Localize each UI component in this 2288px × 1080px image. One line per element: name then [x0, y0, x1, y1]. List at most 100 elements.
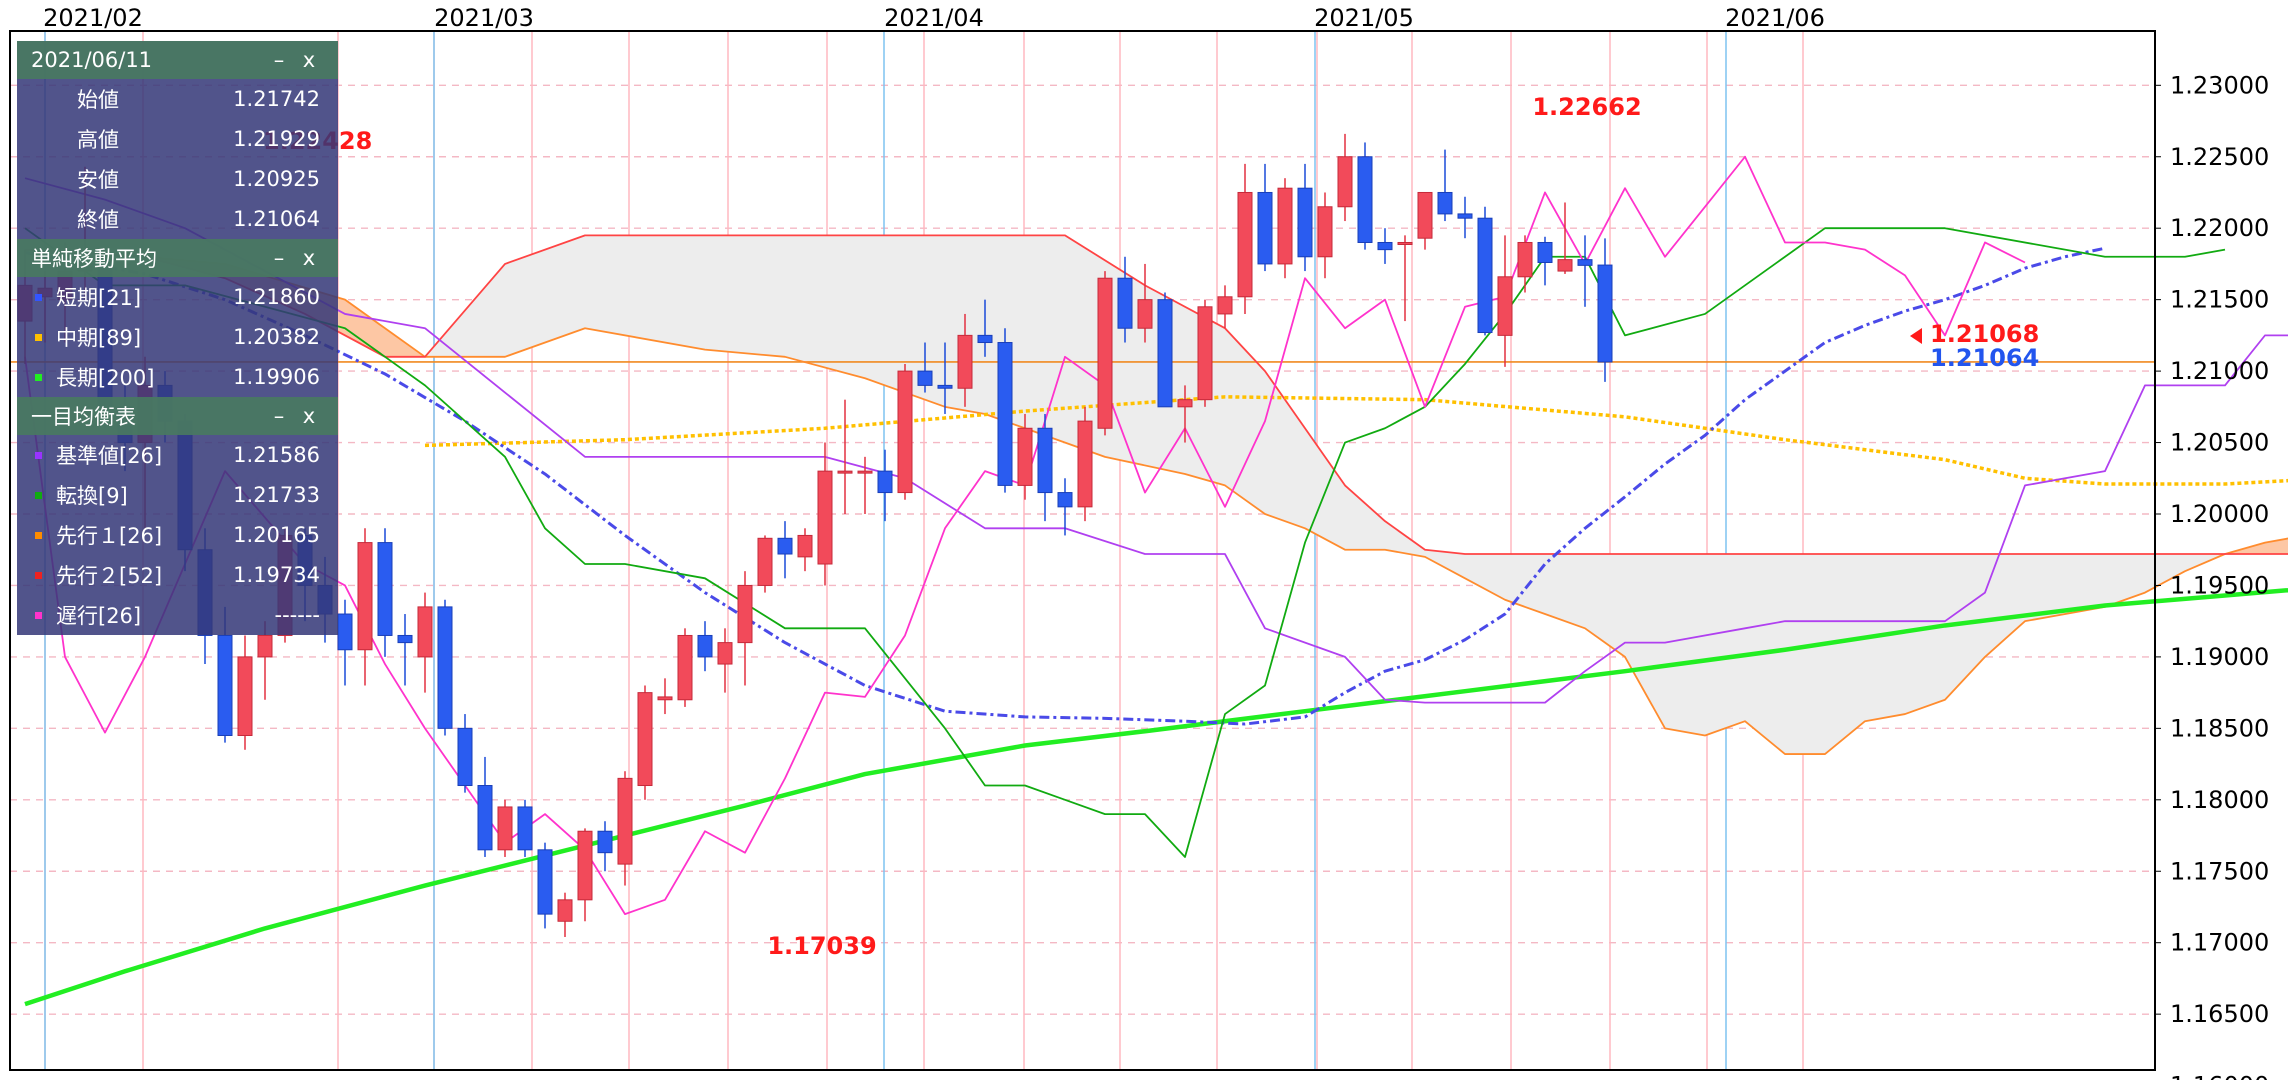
candle-body: [357, 542, 373, 651]
cloud-segment: [1024, 234, 1046, 436]
candle-body: [557, 899, 573, 922]
cloud-segment: [544, 241, 566, 344]
sma-row-long: 長期[200] 1.19906: [17, 357, 338, 397]
high-label-top: 1.22662: [1532, 93, 1641, 121]
sma-value: 1.20382: [233, 325, 320, 349]
legend-swatch: [35, 333, 42, 341]
minimize-button[interactable]: –: [273, 48, 285, 72]
candle-body: [1077, 420, 1093, 508]
sma-close-button[interactable]: x: [302, 246, 316, 270]
sma-minimize-button[interactable]: –: [273, 246, 285, 270]
candle-body: [617, 777, 633, 865]
cloud-segment: [1784, 553, 1806, 755]
ohlc-value: 1.21742: [233, 87, 320, 111]
cloud-segment: [1544, 553, 1566, 622]
cloud-segment: [644, 234, 666, 343]
cloud-segment: [1924, 553, 1946, 708]
cloud-segment: [1724, 553, 1746, 729]
candle-body: [1597, 264, 1613, 363]
ichimoku-close-button[interactable]: x: [302, 404, 316, 428]
sma-short-line: [24, 246, 2106, 726]
cloud-segment: [2064, 553, 2086, 615]
cloud-segment: [1444, 551, 1466, 579]
candle-body: [417, 606, 433, 658]
cloud-segment: [584, 234, 606, 333]
candle-body: [1497, 276, 1513, 336]
candle-body: [1517, 241, 1533, 278]
x-tick-label: 2021/04: [884, 4, 984, 32]
cloud-segment: [664, 234, 686, 347]
kijun-line: [24, 177, 2288, 704]
candle-body: [1017, 427, 1033, 486]
candle-body: [1317, 206, 1333, 258]
candle-body: [457, 727, 473, 787]
price-label-red: 1.21068: [1930, 320, 2039, 348]
y-tick-label: 1.19500: [2170, 571, 2269, 599]
cloud-segment: [1284, 398, 1306, 529]
sma-long-line: [24, 587, 2288, 1007]
candle-body: [1397, 241, 1413, 245]
candle-body: [1437, 191, 1453, 215]
cloud-segment: [1644, 553, 1666, 730]
candle-body: [397, 634, 413, 644]
close-button[interactable]: x: [302, 48, 316, 72]
price-label-blue: 1.21064: [1930, 344, 2039, 372]
price-marker-icon: [1910, 328, 1922, 344]
senkou-b-line: [24, 234, 2288, 555]
ohlc-value: 1.21064: [233, 207, 320, 231]
candle-body: [817, 470, 833, 565]
candle-body: [1217, 296, 1233, 315]
cloud-segment: [724, 234, 746, 354]
sma-title: 単純移動平均: [31, 247, 157, 271]
cloud-segment: [2044, 553, 2066, 619]
candle-body: [797, 534, 813, 558]
cloud-segment: [764, 234, 786, 358]
date-header: 2021/06/11 – x: [17, 41, 338, 79]
ohlc-value: 1.21929: [233, 127, 320, 151]
y-tick-label: 1.22000: [2170, 214, 2269, 242]
ichimoku-row-senkou-b: 先行２[52] 1.19734: [17, 555, 338, 595]
cloud-segment: [844, 234, 866, 379]
cloud-segment: [2184, 553, 2206, 572]
cloud-segment: [564, 234, 586, 336]
ichimoku-title: 一目均衡表: [31, 405, 136, 429]
cloud-segment: [1584, 553, 1606, 644]
candle-body: [517, 806, 533, 851]
cloud-segment: [504, 256, 526, 358]
y-tick-label: 1.19000: [2170, 643, 2269, 671]
sma-row-mid: 中期[89] 1.20382: [17, 317, 338, 357]
ichimoku-row-kijun: 基準値[26] 1.21586: [17, 435, 338, 475]
sma-mid-line: [424, 395, 2288, 486]
y-tick-label: 1.22500: [2170, 143, 2269, 171]
cloud-segment: [2104, 553, 2126, 608]
ohlc-label: 安値: [77, 168, 119, 192]
candle-body: [757, 537, 773, 586]
candle-body: [377, 542, 393, 636]
candle-body: [337, 613, 353, 651]
candle-body: [637, 692, 653, 787]
y-tick-label: 1.16500: [2170, 1000, 2269, 1028]
cloud-segment: [624, 234, 646, 340]
candle-body: [1137, 299, 1153, 329]
ichimoku-row-chikou: 遅行[26] ------: [17, 595, 338, 635]
candle-body: [1477, 217, 1493, 334]
candle-body: [1297, 187, 1313, 258]
ichimoku-row-tenkan: 転換[9] 1.21733: [17, 475, 338, 515]
low-label: 1.17039: [767, 932, 876, 960]
cloud-segment: [1564, 553, 1586, 629]
candle-body: [1157, 299, 1173, 408]
candle-body: [1277, 187, 1293, 265]
legend-swatch: [35, 571, 42, 579]
candle-body: [957, 334, 973, 389]
ichimoku-label: 基準値[26]: [56, 444, 163, 468]
ichimoku-minimize-button[interactable]: –: [273, 404, 285, 428]
candle-body: [537, 849, 553, 915]
candle-body: [737, 584, 753, 644]
y-tick-label: 1.20000: [2170, 500, 2269, 528]
ichimoku-cloud: [24, 234, 2288, 755]
candle-body: [1357, 156, 1373, 243]
ichimoku-label: 先行１[26]: [56, 524, 163, 548]
candle-body: [937, 384, 953, 389]
candle-body: [437, 606, 453, 729]
